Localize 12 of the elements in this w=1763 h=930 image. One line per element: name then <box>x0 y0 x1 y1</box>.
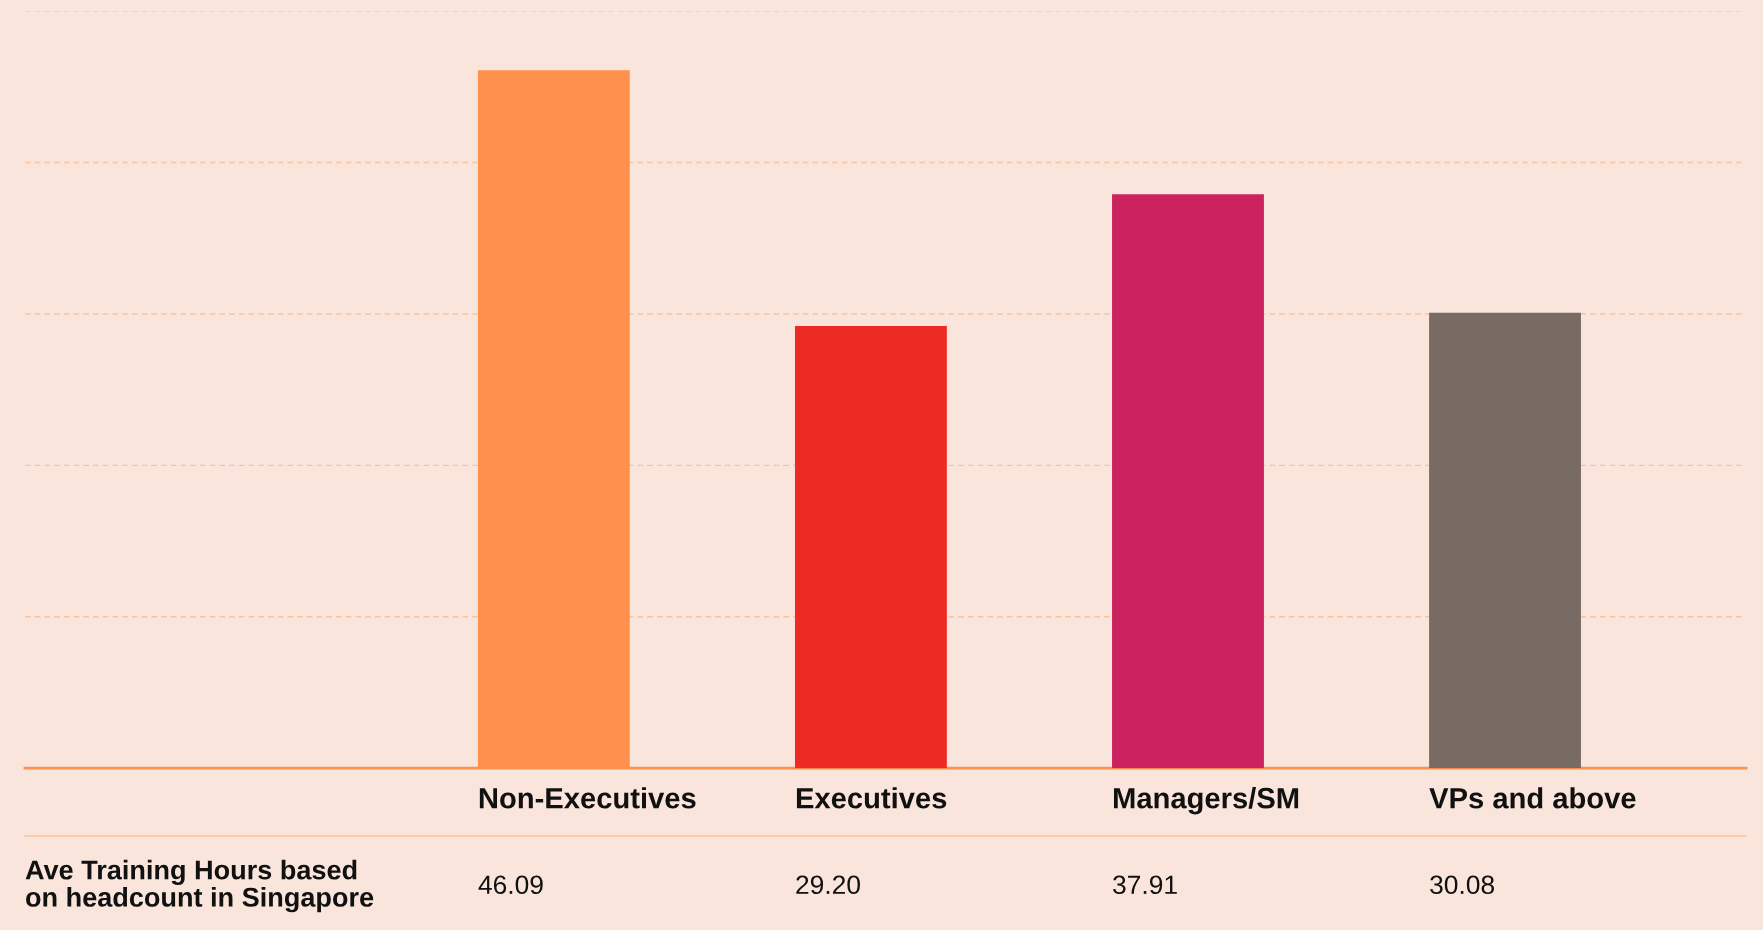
bar <box>1112 194 1264 769</box>
data-label: 46.09 <box>478 875 543 895</box>
x-tick-label: Non-Executives <box>479 787 696 809</box>
bar <box>1429 312 1581 769</box>
data-label: 29.20 <box>796 875 860 895</box>
x-tick-label: VPs and above <box>1429 787 1636 809</box>
data-label: 30.08 <box>1430 875 1494 895</box>
data-label: 37.91 <box>1113 875 1177 895</box>
x-tick-label: Executives <box>796 787 947 809</box>
text: Ave Training Hours based on headcount in Singapore <box>25 859 374 913</box>
bar <box>794 326 947 769</box>
x-tick-label: Managers/SM <box>1113 787 1299 815</box>
